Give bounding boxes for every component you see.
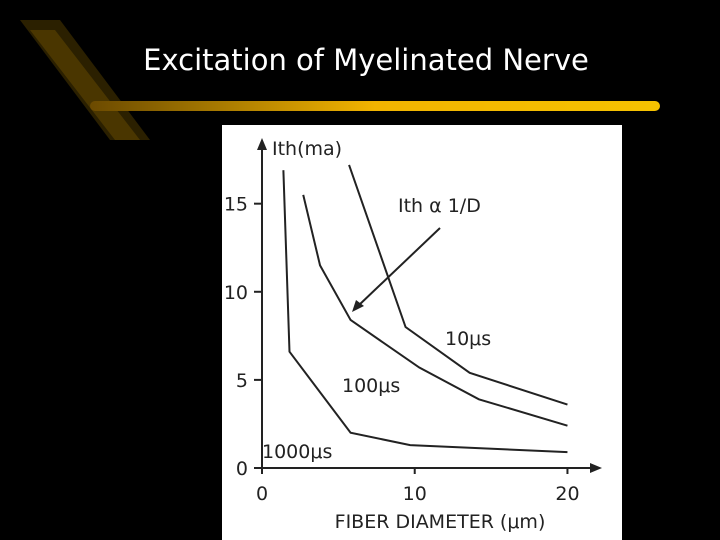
y-tick-label: 5 [236,370,248,392]
series-label: 100μs [342,375,400,397]
series-label: 10μs [445,328,491,350]
arrow-head [352,300,364,312]
curve [302,194,568,427]
y-tick-label: 15 [224,194,248,216]
y-tick-label: 0 [236,458,248,480]
plot: 0 5 10 15 0 10 20 10μs 100μs 1000μs [224,138,602,505]
series-label: 1000μs [262,441,332,463]
curve [348,164,568,406]
annotation-arrow [357,227,441,307]
title-rule [90,101,660,111]
y-axis-arrow [257,138,267,150]
y-tick-label: 10 [224,282,248,304]
chart-panel [222,125,622,540]
x-tick-label: 10 [403,483,427,505]
curve [282,170,568,454]
y-axis-label: Ith(ma) [272,138,342,160]
x-tick-label: 20 [555,483,579,505]
annotation: Ith α 1/D [398,195,481,217]
x-axis-arrow [590,463,602,473]
x-tick-label: 0 [256,483,268,505]
slide-title: Excitation of Myelinated Nerve [143,43,589,77]
decoration [30,30,140,140]
x-axis-label: FIBER DIAMETER (μm) [335,511,546,533]
